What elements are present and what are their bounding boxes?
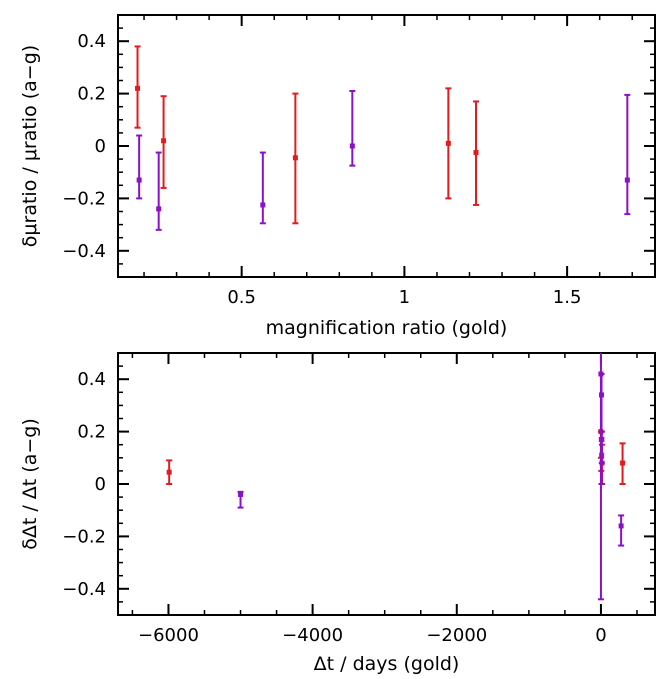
y-tick-label: 0.4: [77, 369, 106, 390]
x-tick-label: 0.5: [227, 287, 256, 308]
y-tick-label: 0.2: [77, 84, 106, 105]
data-point-red: [160, 95, 167, 189]
point-marker: [156, 206, 162, 212]
point-marker: [620, 460, 626, 466]
data-point-red: [134, 45, 141, 129]
data-point-purple: [237, 490, 244, 509]
point-marker: [599, 392, 605, 398]
data-point-red: [473, 100, 479, 206]
y-tick-label: 0: [95, 136, 106, 157]
point-marker: [166, 469, 172, 475]
y-tick-label: 0: [95, 474, 106, 495]
x-axis-label: Δt / days (gold): [314, 653, 460, 675]
y-tick-label: −0.2: [62, 526, 106, 547]
point-marker: [238, 491, 244, 497]
point-marker: [349, 143, 355, 149]
data-point-purple: [155, 151, 162, 231]
data-point-red: [292, 92, 299, 225]
data-point-purple: [598, 372, 605, 485]
plot-frame: [117, 352, 656, 616]
data-point-red: [619, 442, 626, 485]
data-point-purple: [624, 93, 631, 216]
point-marker: [260, 202, 266, 208]
plot-frame: [117, 14, 656, 278]
data-point-purple: [618, 514, 625, 547]
x-tick-label: −4000: [282, 625, 343, 646]
point-marker: [136, 177, 142, 183]
x-tick-label: 1.5: [553, 287, 582, 308]
y-tick-label: 0.2: [77, 422, 106, 443]
x-axis-label: magnification ratio (gold): [266, 317, 508, 339]
bottom-panel-time-delay: −6000 −4000 −2000 0 −0.4 −0.2 0 0.2 0.4 Δt / days…: [19, 352, 656, 675]
point-marker: [618, 523, 624, 529]
x-tick-label: 1: [399, 287, 410, 308]
y-axis-label: δΔt / Δt (a−g): [19, 418, 41, 550]
point-marker: [599, 436, 605, 442]
point-marker: [473, 150, 479, 156]
x-tick-label: 0: [595, 625, 606, 646]
y-tick-label: −0.4: [62, 241, 106, 262]
data-point-red: [445, 87, 452, 200]
y-tick-label: −0.2: [62, 188, 106, 209]
data-point-purple: [136, 134, 143, 200]
data-point-purple: [349, 89, 356, 167]
top-panel-magnification-ratio: 0.5 1 1.5 −0.4 −0.2 0 0.2 0.4 magnification rati…: [19, 14, 656, 339]
point-marker: [292, 155, 298, 161]
point-marker: [445, 140, 451, 146]
y-tick-label: 0.4: [77, 31, 106, 52]
point-marker: [161, 138, 167, 144]
x-tick-label: −6000: [138, 625, 199, 646]
y-axis-label: δμratio / μratio (a−g): [19, 45, 41, 247]
data-point-red: [166, 459, 173, 485]
point-marker: [624, 177, 630, 183]
data-point-purple: [259, 151, 266, 225]
data-point-purple: [598, 430, 605, 465]
y-tick-label: −0.4: [62, 579, 106, 600]
point-marker: [135, 85, 141, 91]
x-tick-label: −2000: [426, 625, 487, 646]
